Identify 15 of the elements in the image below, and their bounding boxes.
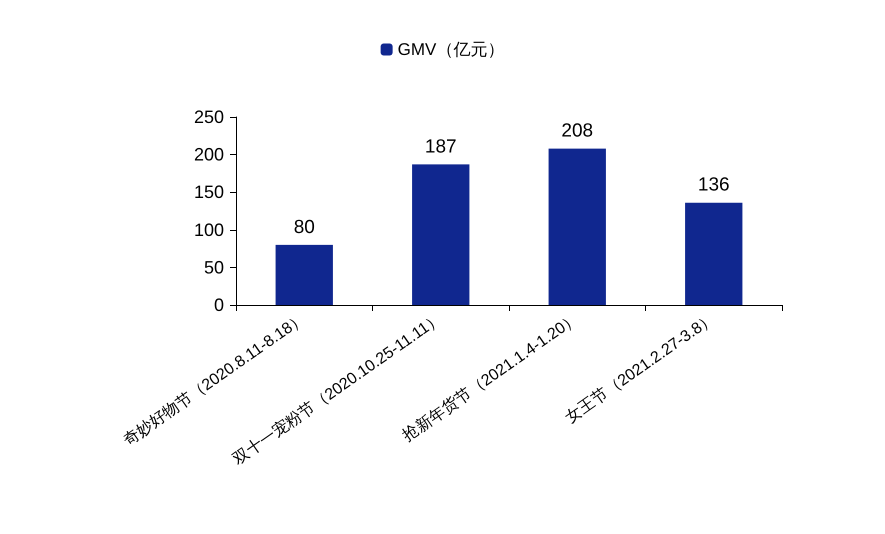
data-label: 208 bbox=[561, 120, 594, 142]
y-tick-label: 50 bbox=[204, 257, 224, 278]
y-tick-label: 0 bbox=[214, 295, 224, 315]
data-label: 80 bbox=[294, 216, 315, 238]
bar bbox=[685, 202, 742, 305]
y-tick-label: 100 bbox=[194, 220, 224, 240]
y-tick-label: 150 bbox=[194, 182, 224, 202]
y-tick-label: 250 bbox=[194, 107, 224, 127]
bar bbox=[276, 244, 333, 305]
bar bbox=[412, 164, 470, 305]
y-tick-label: 200 bbox=[194, 144, 224, 165]
data-label: 136 bbox=[698, 174, 730, 196]
bar bbox=[548, 148, 606, 305]
data-label: 187 bbox=[424, 136, 457, 158]
legend-label: GMV（亿元） bbox=[398, 40, 504, 59]
